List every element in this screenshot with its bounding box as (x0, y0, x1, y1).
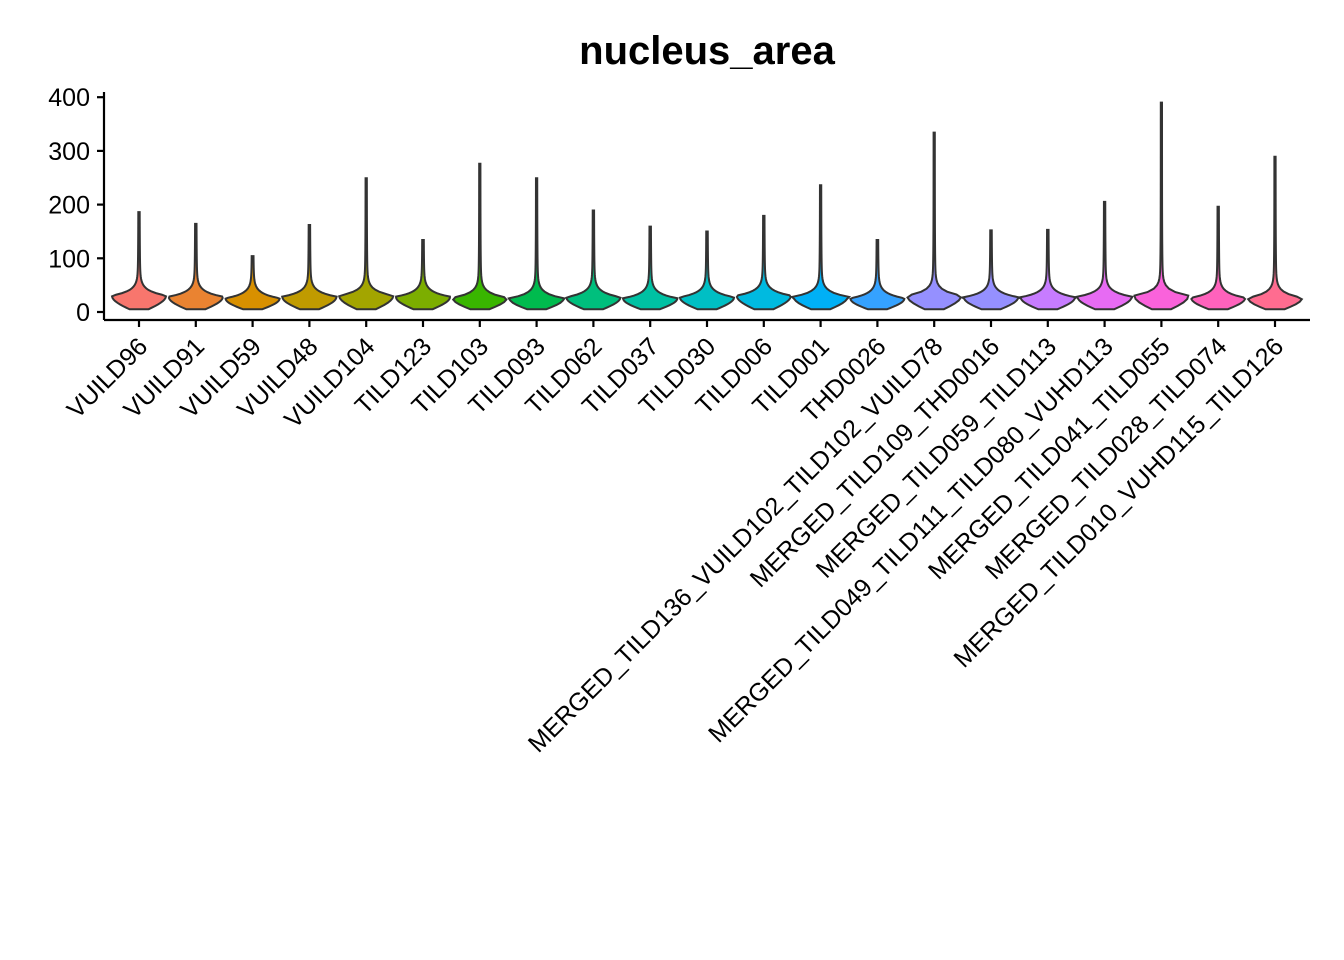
violin-vuild104 (337, 177, 395, 311)
violin-tild062 (565, 209, 622, 311)
violin-merged_tild041_tild055 (1133, 101, 1190, 311)
y-axis: 0 100 200 300 400 (48, 84, 106, 327)
violin-vuild91 (167, 222, 224, 311)
violin-tild001 (790, 184, 852, 311)
y-tick-label: 200 (48, 192, 90, 220)
violin-merged_tild136_vuild102_tild102_vuild78 (906, 131, 963, 311)
y-tick-label: 0 (76, 299, 90, 327)
violin-thd0026 (849, 239, 906, 311)
violin-tild030 (678, 230, 736, 311)
y-tick-label: 300 (48, 138, 90, 166)
violin-vuild59 (224, 255, 281, 311)
violin-merged_tild049_tild111_tild080_vuhd113 (1075, 200, 1135, 311)
violin-merged_tild010_vuhd115_tild126 (1246, 155, 1304, 311)
violin-tild006 (735, 214, 792, 311)
violin-tild123 (395, 239, 451, 311)
y-tick-label: 400 (48, 84, 90, 112)
x-axis: VUILD96VUILD91VUILD59VUILD48VUILD104TILD… (62, 318, 1310, 758)
violin-merged_tild109_thd0016 (959, 229, 1023, 311)
violin-tild093 (507, 177, 567, 311)
violin-vuild96 (110, 211, 168, 311)
violin-vuild48 (280, 224, 338, 311)
chart-title: nucleus_area (579, 29, 835, 73)
violin-tild037 (621, 225, 679, 311)
violin-merged_tild028_tild074 (1190, 205, 1247, 311)
violin-group (110, 101, 1304, 311)
violin-tild103 (451, 162, 508, 311)
y-tick-label: 100 (48, 245, 90, 273)
violin-merged_tild059_tild113 (1017, 228, 1079, 311)
